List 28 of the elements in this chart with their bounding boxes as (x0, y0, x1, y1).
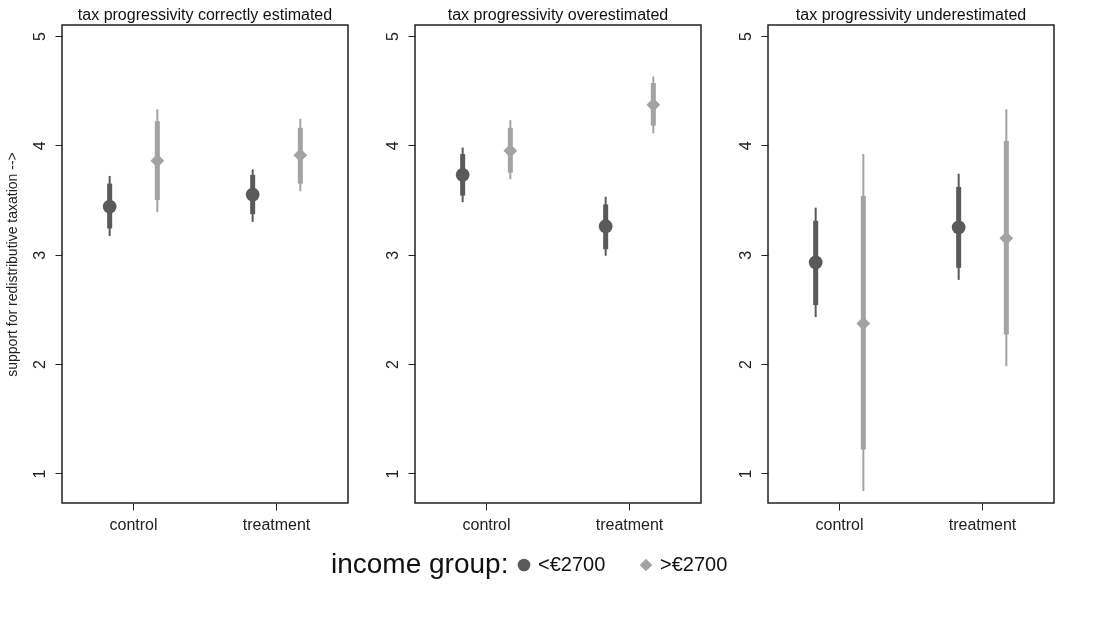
x-tick-label: treatment (595, 515, 664, 533)
y-tick-label: 1 (736, 469, 754, 479)
x-tick-label: treatment (242, 515, 311, 533)
legend-title: income group: (331, 548, 509, 579)
chart-title: tax progressivity underestimated (795, 6, 1027, 23)
x-tick-label: treatment (948, 515, 1017, 533)
y-tick-label: 3 (30, 250, 48, 260)
y-tick-label: 2 (30, 360, 48, 370)
y-tick-label: 4 (30, 141, 48, 151)
y-tick-label: 1 (383, 469, 401, 479)
legend-label: <€2700 (538, 553, 606, 575)
chart-title: tax progressivity overestimated (447, 6, 669, 23)
y-tick-label: 4 (736, 141, 754, 151)
legend-label: >€2700 (660, 553, 728, 575)
y-tick-label: 1 (30, 469, 48, 479)
y-tick-label: 2 (383, 360, 401, 370)
y-tick-label: 3 (383, 250, 401, 260)
y-tick-label: 5 (383, 31, 401, 41)
y-axis-title: support for redistributive taxation --> (3, 152, 20, 377)
y-tick-label: 5 (736, 31, 754, 41)
y-tick-label: 3 (736, 250, 754, 260)
x-tick-label: control (462, 515, 511, 533)
x-tick-label: control (109, 515, 158, 533)
y-tick-label: 2 (736, 360, 754, 370)
y-tick-label: 5 (30, 31, 48, 41)
chart-title: tax progressivity correctly estimated (77, 6, 333, 23)
y-tick-label: 4 (383, 141, 401, 151)
x-tick-label: control (815, 515, 864, 533)
